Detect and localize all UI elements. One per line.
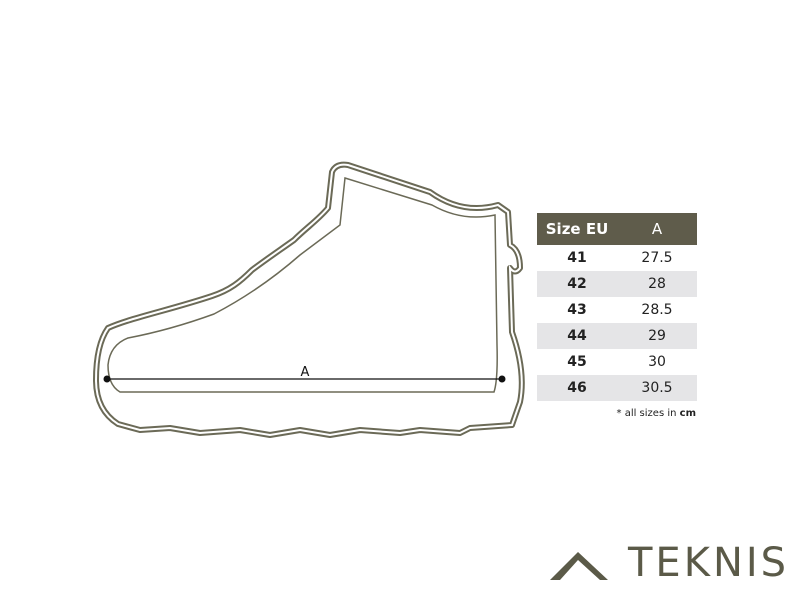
size-cell: 43 xyxy=(567,302,587,318)
size-cell: 42 xyxy=(537,271,617,297)
size-cell: 41 xyxy=(567,250,587,266)
a-cell: 29 xyxy=(617,323,697,349)
measurement-label: A xyxy=(301,365,310,380)
size-cell: 45 xyxy=(567,354,587,370)
a-cell: 30 xyxy=(648,354,666,370)
measurement-end-dot xyxy=(498,375,506,383)
table-row: 46 30.5 xyxy=(537,375,697,401)
a-cell: 28 xyxy=(617,271,697,297)
size-table: Size EU A 41 27.5 42 28 43 28.5 44 29 45 30 4… xyxy=(537,213,697,401)
size-cell: 44 xyxy=(537,323,617,349)
header-a: A xyxy=(617,213,697,245)
units-note-unit: cm xyxy=(679,408,696,419)
measurement-start-dot xyxy=(103,375,111,383)
teknis-logo: TEKNIS xyxy=(548,540,788,586)
table-row: 45 30 xyxy=(537,349,697,375)
units-note: * all sizes in cm xyxy=(617,408,696,419)
roof-chevron-icon xyxy=(550,552,608,580)
table-row: 42 28 xyxy=(537,271,697,297)
header-size-eu: Size EU xyxy=(537,213,617,245)
a-cell: 30.5 xyxy=(617,375,697,401)
table-header-row: Size EU A xyxy=(537,213,697,245)
units-note-text: * all sizes in xyxy=(616,408,677,419)
size-cell: 46 xyxy=(537,375,617,401)
table-row: 41 27.5 xyxy=(537,245,697,271)
a-cell: 27.5 xyxy=(641,250,673,266)
table-row: 44 29 xyxy=(537,323,697,349)
logo-text: TEKNIS xyxy=(628,540,790,586)
boot-outline-inner xyxy=(94,163,523,437)
boot-inner-line xyxy=(107,177,498,393)
table-row: 43 28.5 xyxy=(537,297,697,323)
a-cell: 28.5 xyxy=(641,302,673,318)
